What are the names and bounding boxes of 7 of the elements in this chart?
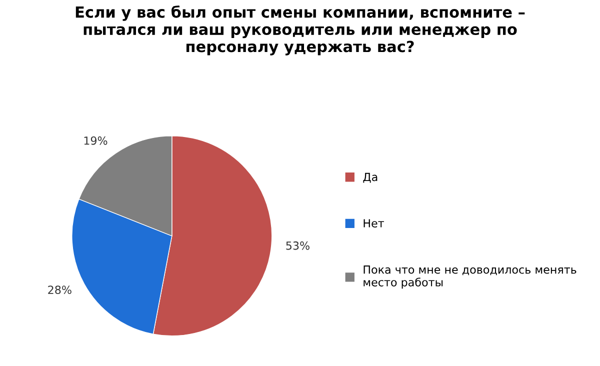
data-label: 28%: [48, 286, 72, 294]
legend-label: Да: [363, 172, 378, 183]
legend-label: Нет: [364, 219, 384, 228]
data-label: 19%: [84, 136, 108, 145]
chart-title: Если у вас был опыт смены компании, вспомните – пытался ли ваш руководитель или менеджер по персоналу удержать вас?: [76, 5, 525, 56]
data-label: 53%: [286, 241, 310, 250]
legend-label: Пока что мне не доводилось менять место работы: [364, 266, 576, 289]
